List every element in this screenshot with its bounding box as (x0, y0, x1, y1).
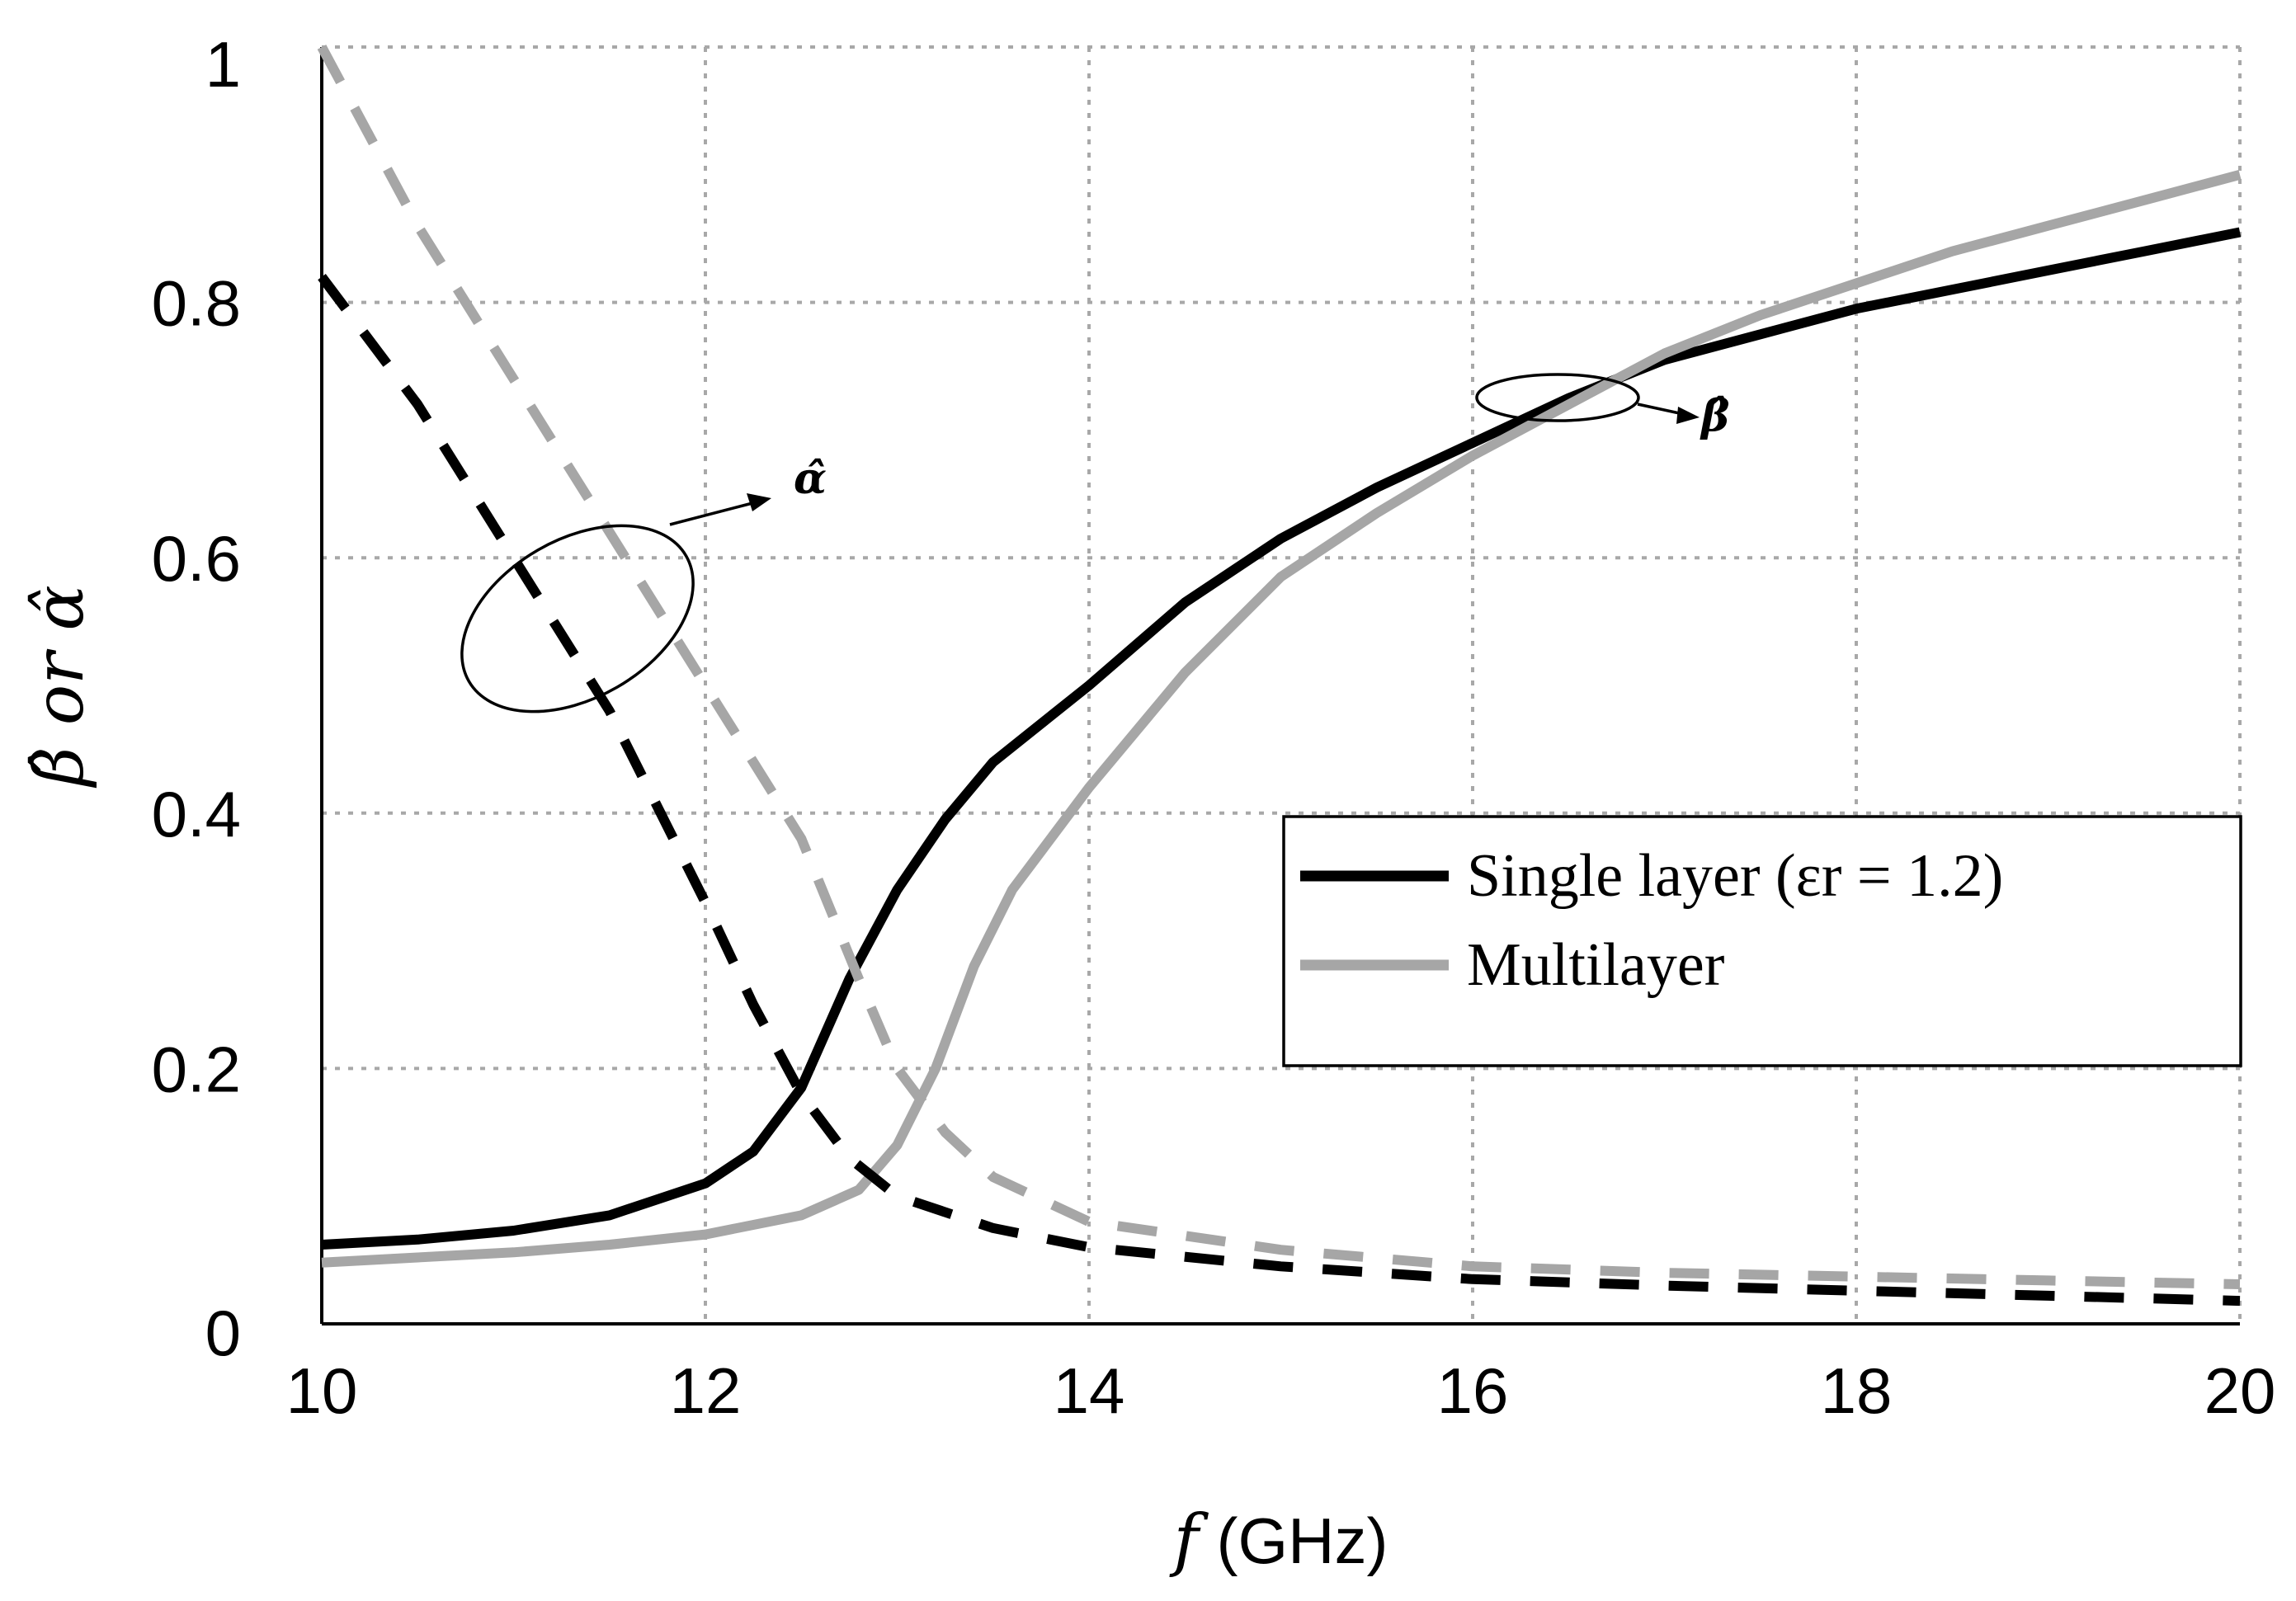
alpha-annotation-ellipse (460, 524, 695, 713)
series-line-alpha-3 (317, 45, 2241, 1289)
axes-layer (320, 47, 2240, 1326)
x-tick-label: 10 (286, 1354, 358, 1427)
legend-label-0: Single layer (εr = 1.2) (1467, 842, 2003, 910)
annotation-layer: α̂ β̂ (460, 373, 1730, 713)
series-line-beta-0 (321, 227, 2242, 1250)
legend-label-1: Multilayer (1467, 931, 1724, 999)
series-layer (317, 45, 2242, 1307)
x-tick-label: 18 (1821, 1354, 1893, 1427)
x-tick-label: 14 (1054, 1354, 1125, 1427)
grid-layer (322, 45, 2242, 1324)
x-tick-label: 12 (670, 1354, 742, 1427)
alpha-annotation-label: α̂ (794, 454, 827, 504)
beta-annotation-label: β̂ (1700, 391, 1730, 441)
x-axis-unit: (GHz) (1199, 1504, 1388, 1577)
y-tick-label: 0.2 (152, 1033, 241, 1105)
series-line-beta-1 (321, 170, 2242, 1268)
y-tick-label: 0.6 (152, 522, 241, 595)
x-tick-label: 20 (2204, 1354, 2276, 1427)
series-line-alpha-2 (318, 273, 2241, 1307)
legend-box (1282, 815, 2242, 1067)
x-tick-label: 16 (1437, 1354, 1509, 1427)
alpha-annotation-arrow (669, 501, 753, 526)
y-tick-label: 0 (205, 1297, 241, 1369)
y-tick-label: 0.8 (152, 267, 241, 340)
beta-annotation-arrowhead (1676, 407, 1700, 424)
alpha-annotation-arrowhead (747, 493, 771, 511)
beta-annotation-ellipse (1475, 373, 1640, 422)
y-tick-label: 1 (205, 28, 241, 101)
y-axis-label: β̂ or α̂ (21, 585, 99, 788)
label-layer: 10 12 14 16 18 20 0 0.2 0.4 0.6 0.8 1 f (GHz) β̂ or α… (21, 28, 2275, 1580)
legend-layer: Single layer (εr = 1.2) Multilayer (1282, 815, 2242, 1067)
beta-annotation-arrow (1637, 403, 1684, 416)
y-tick-label: 0.4 (152, 778, 241, 850)
x-axis-label: f (GHz) (1169, 1501, 1388, 1580)
